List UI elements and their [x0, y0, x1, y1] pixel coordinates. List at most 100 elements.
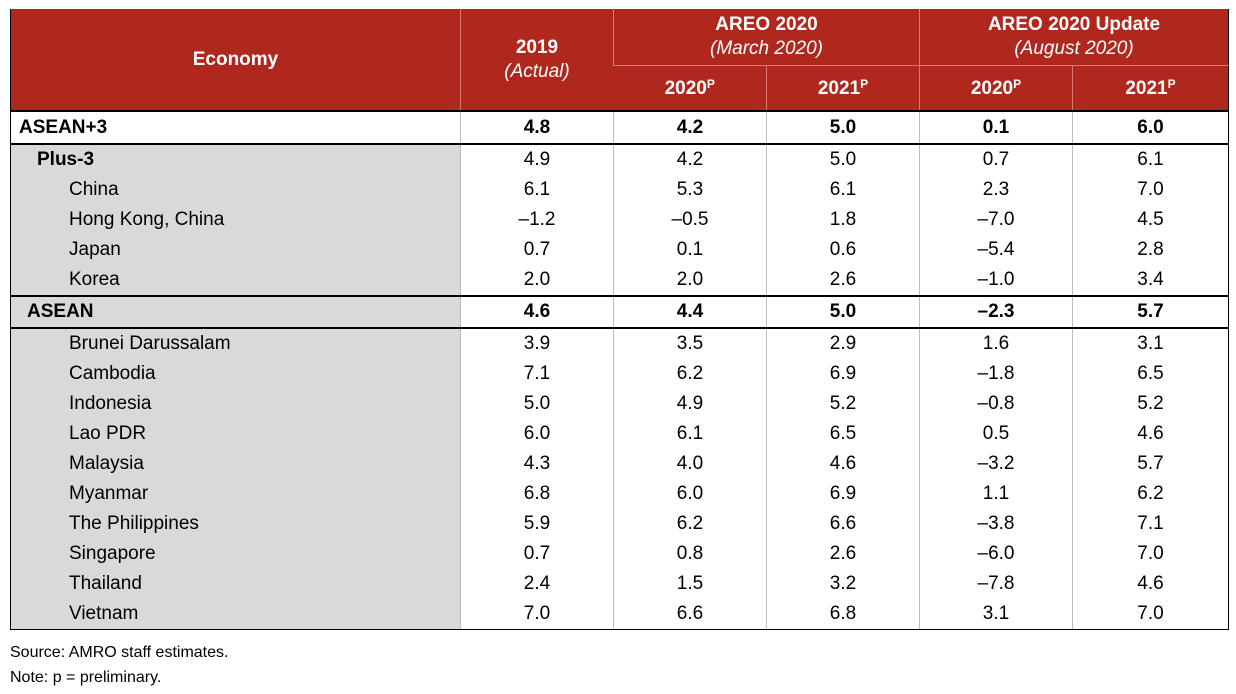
table-row: Indonesia 5.0 4.9 5.2 –0.8 5.2 — [10, 389, 1229, 419]
header-economy: Economy — [10, 9, 461, 111]
value-august-2020: 0.5 — [919, 419, 1073, 449]
table-row: Brunei Darussalam 3.9 3.5 2.9 1.6 3.1 — [10, 328, 1229, 359]
value-2019: 2.4 — [460, 569, 614, 599]
value-august-2021: 5.2 — [1072, 389, 1229, 419]
table-body: ASEAN+3 4.8 4.2 5.0 0.1 6.0 Plus-3 4.9 4… — [10, 110, 1229, 630]
source-note: Source: AMRO staff estimates. — [10, 644, 229, 661]
value-march-2021: 6.8 — [766, 599, 920, 630]
header-march-2021p: 2021P — [766, 65, 920, 111]
table-row: Vietnam 7.0 6.6 6.8 3.1 7.0 — [10, 599, 1229, 630]
value-2019: 3.9 — [460, 328, 614, 359]
header-august-2020p: 2020P — [919, 65, 1073, 111]
growth-table-container: Economy 2019 (Actual) AREO 2020 (March 2… — [10, 9, 1229, 630]
header-areo-august: AREO 2020 Update (August 2020) — [919, 9, 1229, 66]
value-2019: 5.9 — [460, 509, 614, 539]
value-august-2021: 6.1 — [1072, 144, 1229, 175]
table-row: Thailand 2.4 1.5 3.2 –7.8 4.6 — [10, 569, 1229, 599]
year-label: 2020 — [970, 77, 1014, 99]
value-august-2020: 2.3 — [919, 175, 1073, 205]
economy-name: Thailand — [10, 569, 461, 599]
value-august-2020: –0.8 — [919, 389, 1073, 419]
value-2019: 6.0 — [460, 419, 614, 449]
table-header: Economy 2019 (Actual) AREO 2020 (March 2… — [10, 9, 1229, 111]
value-august-2020: 1.6 — [919, 328, 1073, 359]
economy-name: Japan — [10, 235, 461, 265]
header-areo-march-sub: (March 2020) — [710, 38, 823, 59]
economy-name: Brunei Darussalam — [10, 328, 461, 359]
value-march-2020: –0.5 — [613, 205, 767, 235]
value-march-2020: 0.8 — [613, 539, 767, 569]
header-august-2021p: 2021P — [1072, 65, 1229, 111]
value-august-2020: 3.1 — [919, 599, 1073, 630]
header-areo-march: AREO 2020 (March 2020) — [613, 9, 920, 66]
value-august-2021: 4.6 — [1072, 419, 1229, 449]
table-row: Lao PDR 6.0 6.1 6.5 0.5 4.6 — [10, 419, 1229, 449]
year-label: 2021 — [1125, 77, 1168, 99]
value-2019: 6.8 — [460, 479, 614, 509]
table-row: ASEAN 4.6 4.4 5.0 –2.3 5.7 — [10, 295, 1229, 329]
value-august-2021: 7.0 — [1072, 599, 1229, 630]
value-august-2021: 6.0 — [1072, 110, 1229, 145]
value-august-2020: –6.0 — [919, 539, 1073, 569]
value-august-2021: 5.7 — [1072, 295, 1229, 329]
value-august-2021: 2.8 — [1072, 235, 1229, 265]
preliminary-marker: P — [860, 76, 869, 91]
value-march-2020: 6.0 — [613, 479, 767, 509]
economy-name: The Philippines — [10, 509, 461, 539]
header-areo-august-title: AREO 2020 Update — [987, 14, 1161, 35]
preliminary-note: Note: p = preliminary. — [10, 669, 162, 686]
header-areo-august-sub: (August 2020) — [1014, 38, 1134, 59]
value-2019: 5.0 — [460, 389, 614, 419]
preliminary-marker: P — [1167, 76, 1176, 91]
table-row: Korea 2.0 2.0 2.6 –1.0 3.4 — [10, 265, 1229, 296]
value-march-2020: 2.0 — [613, 265, 767, 296]
table-row: Plus-3 4.9 4.2 5.0 0.7 6.1 — [10, 144, 1229, 175]
preliminary-marker: P — [1013, 76, 1022, 91]
value-march-2021: 5.0 — [766, 295, 920, 329]
value-2019: 2.0 — [460, 265, 614, 296]
value-august-2021: 3.1 — [1072, 328, 1229, 359]
table-row: Singapore 0.7 0.8 2.6 –6.0 7.0 — [10, 539, 1229, 569]
economy-name: Korea — [10, 265, 461, 296]
economy-name: ASEAN — [10, 295, 461, 329]
economy-name: Lao PDR — [10, 419, 461, 449]
value-august-2020: –3.8 — [919, 509, 1073, 539]
value-march-2021: 5.2 — [766, 389, 920, 419]
value-august-2020: –1.8 — [919, 359, 1073, 389]
value-march-2021: 5.0 — [766, 144, 920, 175]
value-august-2021: 6.2 — [1072, 479, 1229, 509]
value-march-2020: 4.0 — [613, 449, 767, 479]
value-august-2021: 3.4 — [1072, 265, 1229, 296]
value-march-2021: 4.6 — [766, 449, 920, 479]
value-march-2021: 6.6 — [766, 509, 920, 539]
value-march-2021: 6.1 — [766, 175, 920, 205]
value-august-2020: 0.7 — [919, 144, 1073, 175]
table-row: China 6.1 5.3 6.1 2.3 7.0 — [10, 175, 1229, 205]
value-2019: 7.0 — [460, 599, 614, 630]
table-row: The Philippines 5.9 6.2 6.6 –3.8 7.1 — [10, 509, 1229, 539]
economy-name: Malaysia — [10, 449, 461, 479]
economy-name: Hong Kong, China — [10, 205, 461, 235]
value-march-2021: 5.0 — [766, 110, 920, 145]
value-august-2021: 7.0 — [1072, 539, 1229, 569]
value-march-2021: 0.6 — [766, 235, 920, 265]
value-august-2021: 7.1 — [1072, 509, 1229, 539]
value-march-2020: 6.2 — [613, 509, 767, 539]
growth-projection-table: Economy 2019 (Actual) AREO 2020 (March 2… — [10, 9, 1229, 630]
value-march-2021: 2.6 — [766, 265, 920, 296]
value-march-2021: 6.9 — [766, 479, 920, 509]
economy-name: Cambodia — [10, 359, 461, 389]
preliminary-marker: P — [706, 76, 715, 91]
economy-name: ASEAN+3 — [10, 110, 461, 145]
table-notes: Source: AMRO staff estimates. Note: p = … — [10, 640, 228, 690]
table-row: ASEAN+3 4.8 4.2 5.0 0.1 6.0 — [10, 110, 1229, 145]
table-row: Malaysia 4.3 4.0 4.6 –3.2 5.7 — [10, 449, 1229, 479]
value-march-2020: 5.3 — [613, 175, 767, 205]
value-march-2020: 4.4 — [613, 295, 767, 329]
economy-name: China — [10, 175, 461, 205]
economy-name: Indonesia — [10, 389, 461, 419]
value-2019: –1.2 — [460, 205, 614, 235]
value-august-2020: –5.4 — [919, 235, 1073, 265]
value-march-2020: 1.5 — [613, 569, 767, 599]
header-march-2020p: 2020P — [613, 65, 767, 111]
